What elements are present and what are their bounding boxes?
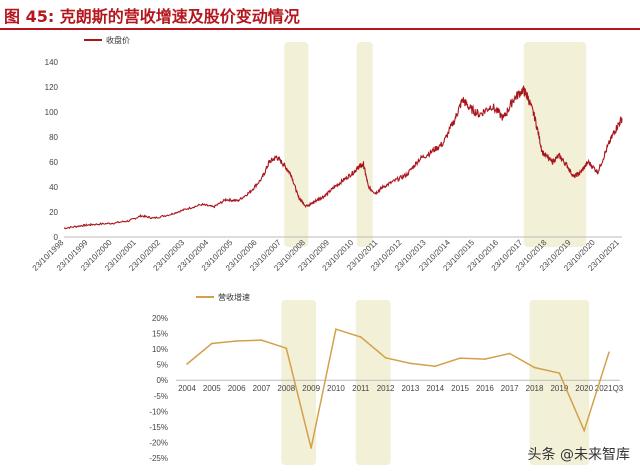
legend-label-growth: 营收增速 bbox=[218, 292, 250, 302]
y-tick-bottom: -25% bbox=[149, 454, 168, 463]
growth-point bbox=[459, 357, 461, 359]
y-tick-bottom: -10% bbox=[149, 407, 168, 416]
price-series-line bbox=[63, 85, 623, 230]
x-tick-bottom: 2008 bbox=[277, 384, 295, 393]
growth-point bbox=[310, 447, 312, 449]
growth-point bbox=[285, 347, 288, 349]
y-tick-top: 80 bbox=[49, 133, 58, 142]
y-tick-bottom: 5% bbox=[156, 361, 168, 370]
x-tick-bottom: 2015 bbox=[451, 384, 469, 393]
growth-point bbox=[484, 358, 486, 360]
growth-point bbox=[235, 340, 238, 342]
y-tick-top: 60 bbox=[49, 158, 58, 167]
growth-point bbox=[533, 366, 536, 369]
x-tick-bottom: 2016 bbox=[476, 384, 494, 393]
growth-point bbox=[335, 328, 337, 331]
watermark: 头条 @未来智库 bbox=[527, 447, 630, 463]
title-bar: 图 45: 克朗斯的营收增速及股价变动情况 bbox=[0, 0, 640, 30]
x-tick-bottom: 2009 bbox=[302, 384, 320, 393]
x-tick-bottom: 2013 bbox=[402, 384, 420, 393]
y-tick-top: 40 bbox=[49, 183, 58, 192]
growth-point bbox=[583, 429, 585, 432]
growth-point bbox=[260, 339, 263, 341]
shaded-period-bottom-0 bbox=[281, 300, 317, 465]
y-tick-top: 120 bbox=[45, 83, 59, 92]
x-tick-bottom: 2014 bbox=[426, 384, 444, 393]
y-tick-bottom: 15% bbox=[152, 330, 168, 339]
x-tick-bottom: 2004 bbox=[178, 384, 196, 393]
x-tick-bottom: 2021Q3 bbox=[595, 384, 624, 393]
y-tick-top: 140 bbox=[45, 58, 59, 67]
growth-point bbox=[608, 351, 610, 354]
shaded-period-bottom-1 bbox=[355, 300, 391, 465]
y-tick-bottom: 20% bbox=[152, 314, 168, 323]
shaded-period-top-2 bbox=[523, 42, 587, 247]
growth-point bbox=[211, 342, 213, 345]
title-underline bbox=[0, 28, 640, 30]
growth-point bbox=[558, 372, 561, 374]
growth-point bbox=[409, 362, 412, 365]
growth-series-line bbox=[186, 328, 610, 449]
legend-label-price: 收盘价 bbox=[106, 35, 130, 45]
growth-point bbox=[508, 352, 511, 355]
y-tick-top: 0 bbox=[54, 233, 59, 242]
shaded-period-bottom-2 bbox=[529, 300, 590, 465]
x-tick-bottom: 2011 bbox=[352, 384, 370, 393]
x-tick-bottom: 2012 bbox=[377, 384, 395, 393]
x-tick-bottom: 2017 bbox=[501, 384, 519, 393]
y-tick-bottom: 0% bbox=[156, 376, 168, 385]
shaded-period-top-0 bbox=[284, 42, 309, 247]
y-tick-bottom: -15% bbox=[149, 423, 168, 432]
growth-point bbox=[384, 357, 387, 359]
y-tick-top: 100 bbox=[45, 108, 59, 117]
x-tick-bottom: 2007 bbox=[253, 384, 271, 393]
shaded-period-top-1 bbox=[356, 42, 373, 247]
x-tick-bottom: 2006 bbox=[228, 384, 246, 393]
growth-point bbox=[434, 365, 437, 368]
y-tick-top: 20 bbox=[49, 208, 58, 217]
x-tick-bottom: 2010 bbox=[327, 384, 345, 393]
x-tick-bottom: 2018 bbox=[526, 384, 544, 393]
y-tick-bottom: -5% bbox=[154, 392, 168, 401]
x-tick-bottom: 2019 bbox=[550, 384, 568, 393]
y-tick-bottom: 10% bbox=[152, 345, 168, 354]
growth-point bbox=[186, 363, 188, 365]
x-tick-bottom: 2020 bbox=[575, 384, 593, 393]
growth-point bbox=[359, 336, 362, 338]
y-tick-bottom: -20% bbox=[149, 438, 168, 447]
figure-title: 图 45: 克朗斯的营收增速及股价变动情况 bbox=[4, 7, 300, 26]
x-tick-bottom: 2005 bbox=[203, 384, 221, 393]
